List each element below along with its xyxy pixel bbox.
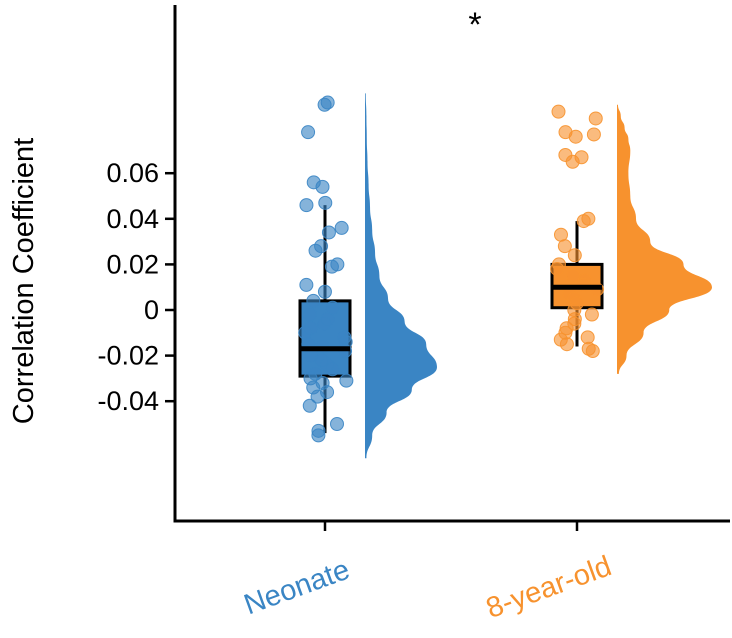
data-point	[584, 307, 599, 322]
y-tick-label: -0.02	[97, 341, 159, 371]
data-point	[339, 373, 354, 388]
y-tick-label: 0.02	[106, 249, 159, 279]
data-point	[565, 154, 580, 169]
data-point	[320, 95, 335, 110]
y-tick-label: -0.04	[97, 386, 159, 416]
data-point	[315, 179, 330, 194]
data-point	[586, 127, 601, 142]
data-point	[588, 111, 603, 126]
significance-marker: *	[468, 6, 481, 44]
data-point	[301, 125, 316, 140]
density-half-violin	[365, 93, 437, 459]
y-tick-label: 0.06	[106, 158, 159, 188]
x-category-label: 8-year-old	[482, 550, 616, 625]
data-point	[308, 243, 323, 258]
data-point	[306, 293, 321, 308]
y-tick-label: 0.04	[106, 204, 159, 234]
data-point	[334, 220, 349, 235]
x-category-label: Neonate	[240, 554, 354, 622]
data-point	[576, 214, 591, 229]
data-point	[311, 428, 326, 443]
data-point	[310, 389, 325, 404]
data-point	[318, 195, 333, 210]
data-point	[317, 316, 332, 331]
data-point	[321, 225, 336, 240]
data-point	[550, 261, 565, 276]
data-point	[299, 277, 314, 292]
data-point	[568, 129, 583, 144]
y-axis-title: Correlation Coefficient	[8, 138, 40, 424]
density-half-violin	[617, 104, 712, 374]
data-point	[330, 417, 345, 431]
data-point	[559, 337, 574, 352]
data-point	[302, 398, 317, 413]
data-point	[324, 259, 339, 274]
data-point	[551, 104, 566, 119]
data-point	[317, 284, 332, 299]
data-point	[566, 268, 581, 283]
data-point	[325, 362, 340, 377]
data-point	[299, 198, 314, 213]
data-point	[302, 307, 317, 322]
data-point	[557, 239, 572, 254]
y-tick-label: 0	[144, 295, 159, 325]
data-point	[567, 248, 582, 263]
data-point	[585, 344, 600, 359]
